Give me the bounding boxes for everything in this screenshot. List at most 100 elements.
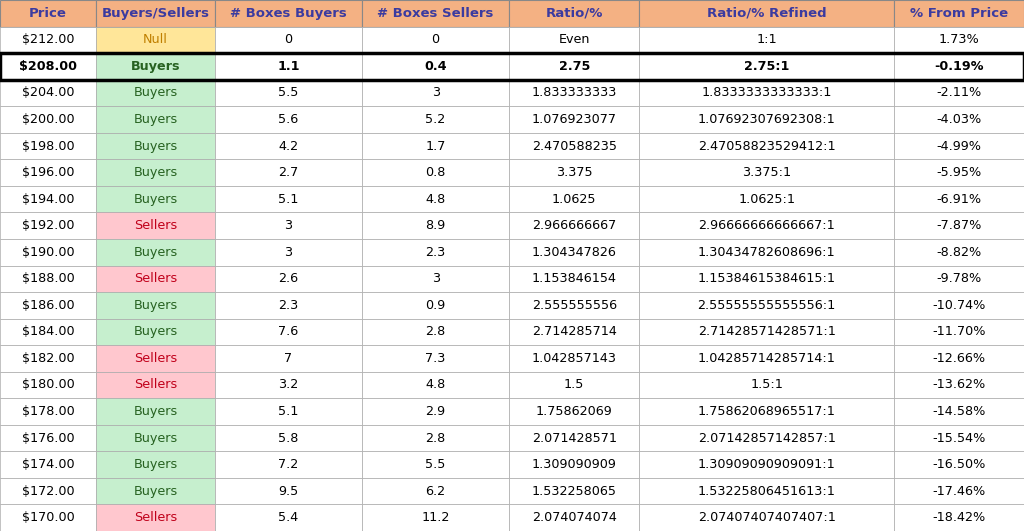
Text: $212.00: $212.00	[22, 33, 75, 46]
Text: Sellers: Sellers	[134, 219, 177, 232]
Bar	[0, 133, 96, 159]
Bar	[362, 239, 509, 266]
Bar	[509, 212, 639, 239]
Bar	[639, 212, 894, 239]
Bar	[362, 319, 509, 345]
Bar	[639, 345, 894, 372]
Bar	[894, 186, 1024, 212]
Bar	[0, 212, 96, 239]
Text: 4.8: 4.8	[426, 193, 445, 205]
Text: 0: 0	[431, 33, 439, 46]
Bar	[894, 212, 1024, 239]
Bar	[96, 292, 215, 319]
Text: Buyers: Buyers	[133, 87, 178, 99]
Bar	[96, 451, 215, 478]
Bar	[894, 0, 1024, 27]
Bar	[639, 186, 894, 212]
Bar	[0, 53, 1024, 80]
Bar	[639, 425, 894, 451]
Bar	[639, 53, 894, 80]
Text: 1.73%: 1.73%	[939, 33, 979, 46]
Text: 0.4: 0.4	[424, 60, 446, 73]
Text: Buyers: Buyers	[133, 432, 178, 444]
Text: Sellers: Sellers	[134, 379, 177, 391]
Text: Buyers: Buyers	[133, 485, 178, 498]
Text: 1.30434782608696:1: 1.30434782608696:1	[697, 246, 836, 259]
Bar	[215, 478, 362, 504]
Text: 1.7: 1.7	[425, 140, 445, 152]
Text: 7.3: 7.3	[425, 352, 445, 365]
Text: Sellers: Sellers	[134, 352, 177, 365]
Text: 3.2: 3.2	[279, 379, 299, 391]
Bar	[509, 292, 639, 319]
Bar	[0, 106, 96, 133]
Text: 2.75: 2.75	[558, 60, 590, 73]
Bar	[0, 239, 96, 266]
Text: 5.8: 5.8	[279, 432, 299, 444]
Text: $192.00: $192.00	[22, 219, 75, 232]
Text: -5.95%: -5.95%	[936, 166, 982, 179]
Bar	[0, 451, 96, 478]
Text: 2.7: 2.7	[279, 166, 299, 179]
Text: 1.75862069: 1.75862069	[536, 405, 612, 418]
Text: 3: 3	[431, 272, 439, 285]
Text: $188.00: $188.00	[22, 272, 75, 285]
Bar	[362, 106, 509, 133]
Bar	[639, 372, 894, 398]
Text: 5.1: 5.1	[279, 405, 299, 418]
Bar	[639, 0, 894, 27]
Text: 2.071428571: 2.071428571	[531, 432, 616, 444]
Bar	[509, 425, 639, 451]
Bar	[509, 159, 639, 186]
Text: 1.53225806451613:1: 1.53225806451613:1	[697, 485, 836, 498]
Text: 3.375: 3.375	[556, 166, 593, 179]
Bar	[362, 27, 509, 53]
Bar	[96, 186, 215, 212]
Bar	[0, 53, 96, 80]
Text: # Boxes Buyers: # Boxes Buyers	[230, 7, 347, 20]
Text: -16.50%: -16.50%	[932, 458, 986, 471]
Text: 2.71428571428571:1: 2.71428571428571:1	[697, 326, 836, 338]
Text: $172.00: $172.00	[22, 485, 75, 498]
Bar	[894, 504, 1024, 531]
Text: $194.00: $194.00	[22, 193, 75, 205]
Bar	[96, 319, 215, 345]
Bar	[215, 319, 362, 345]
Bar	[96, 133, 215, 159]
Text: 0: 0	[285, 33, 293, 46]
Text: -11.70%: -11.70%	[932, 326, 986, 338]
Bar	[894, 292, 1024, 319]
Bar	[509, 186, 639, 212]
Bar	[362, 451, 509, 478]
Text: 5.5: 5.5	[425, 458, 445, 471]
Bar	[639, 159, 894, 186]
Bar	[0, 425, 96, 451]
Text: 2.3: 2.3	[426, 246, 445, 259]
Text: 4.2: 4.2	[279, 140, 299, 152]
Text: 1.042857143: 1.042857143	[531, 352, 616, 365]
Bar	[96, 398, 215, 425]
Bar	[362, 212, 509, 239]
Bar	[215, 451, 362, 478]
Text: 8.9: 8.9	[426, 219, 445, 232]
Bar	[96, 478, 215, 504]
Bar	[96, 266, 215, 292]
Text: Even: Even	[558, 33, 590, 46]
Text: 5.1: 5.1	[279, 193, 299, 205]
Text: $178.00: $178.00	[22, 405, 75, 418]
Bar	[215, 133, 362, 159]
Bar	[96, 27, 215, 53]
Bar	[215, 425, 362, 451]
Bar	[362, 504, 509, 531]
Bar	[639, 266, 894, 292]
Text: 1.8333333333333:1: 1.8333333333333:1	[701, 87, 831, 99]
Text: 1.833333333: 1.833333333	[531, 87, 616, 99]
Text: Sellers: Sellers	[134, 511, 177, 524]
Bar	[509, 0, 639, 27]
Bar	[0, 159, 96, 186]
Bar	[894, 106, 1024, 133]
Text: 1.5:1: 1.5:1	[751, 379, 783, 391]
Text: 4.8: 4.8	[426, 379, 445, 391]
Bar	[96, 425, 215, 451]
Bar	[894, 319, 1024, 345]
